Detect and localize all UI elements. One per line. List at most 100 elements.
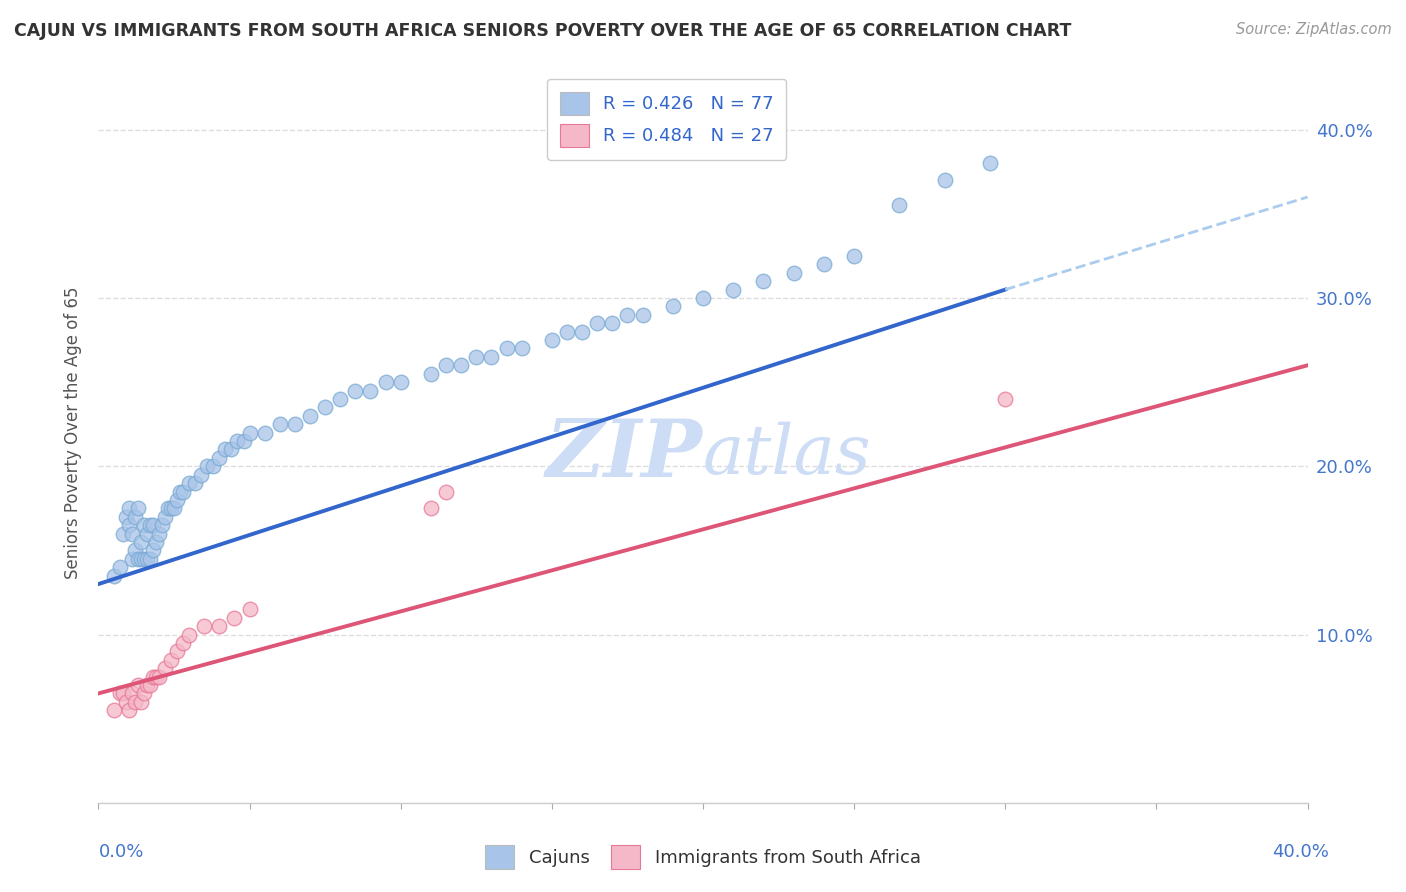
Point (129, 535, 152, 549)
Point (184, 476, 207, 491)
Text: atlas: atlas (703, 421, 872, 488)
Point (142, 543, 165, 558)
Point (179, 627, 201, 641)
Point (121, 526, 143, 541)
Point (224, 610, 246, 624)
Point (616, 308, 638, 322)
Point (239, 425, 262, 440)
Point (190, 467, 212, 482)
Point (495, 342, 517, 356)
Point (269, 417, 291, 432)
Text: 0.0%: 0.0% (98, 843, 143, 861)
Point (232, 434, 254, 448)
Legend: Cajuns, Immigrants from South Africa: Cajuns, Immigrants from South Africa (478, 838, 928, 876)
Text: Source: ZipAtlas.com: Source: ZipAtlas.com (1236, 22, 1392, 37)
Point (299, 409, 322, 423)
Point (202, 459, 225, 474)
Point (571, 325, 593, 339)
Text: CAJUN VS IMMIGRANTS FROM SOUTH AFRICA SENIORS POVERTY OVER THE AGE OF 65 CORRELA: CAJUN VS IMMIGRANTS FROM SOUTH AFRICA SE… (14, 22, 1071, 40)
Point (132, 551, 155, 566)
Point (124, 543, 146, 558)
Point (934, 173, 956, 187)
Point (121, 686, 143, 700)
Point (108, 560, 131, 574)
Point (169, 484, 191, 499)
Point (208, 450, 231, 465)
Point (329, 392, 352, 406)
Point (132, 518, 155, 533)
Point (253, 425, 276, 440)
Point (139, 678, 162, 692)
Point (118, 703, 141, 717)
Point (434, 484, 457, 499)
Point (389, 375, 412, 389)
Point (166, 492, 188, 507)
Point (150, 518, 173, 533)
Point (465, 350, 488, 364)
Point (450, 359, 472, 373)
Point (434, 359, 457, 373)
Point (723, 283, 745, 297)
Point (118, 518, 141, 533)
Point (148, 526, 170, 541)
Point (148, 670, 170, 684)
Point (108, 686, 131, 700)
Point (163, 501, 186, 516)
Point (145, 535, 167, 549)
Point (481, 350, 503, 364)
Point (139, 518, 162, 533)
Point (121, 551, 143, 566)
Point (132, 686, 155, 700)
Legend: R = 0.426   N = 77, R = 0.484   N = 27: R = 0.426 N = 77, R = 0.484 N = 27 (547, 78, 786, 160)
Point (139, 551, 162, 566)
Point (172, 636, 194, 650)
Point (661, 300, 683, 314)
Point (214, 442, 236, 457)
Point (631, 308, 654, 322)
Point (145, 670, 167, 684)
Point (153, 661, 176, 675)
Point (844, 249, 866, 263)
Point (752, 274, 775, 288)
Point (118, 501, 141, 516)
Point (111, 686, 134, 700)
Point (135, 678, 157, 692)
Point (239, 602, 262, 616)
Point (103, 703, 125, 717)
Point (172, 484, 194, 499)
Point (114, 509, 136, 524)
Point (129, 695, 152, 709)
Point (374, 375, 396, 389)
Point (166, 644, 188, 658)
Point (284, 417, 307, 432)
Point (783, 266, 806, 280)
Point (692, 291, 714, 305)
Y-axis label: Seniors Poverty Over the Age of 65: Seniors Poverty Over the Age of 65 (65, 286, 83, 579)
Point (129, 551, 152, 566)
Text: ZIP: ZIP (546, 416, 703, 493)
Point (208, 619, 231, 633)
Point (135, 551, 157, 566)
Point (160, 501, 183, 516)
Point (555, 325, 578, 339)
Point (420, 367, 443, 381)
Point (889, 198, 911, 212)
Point (195, 459, 218, 474)
Point (586, 316, 609, 330)
Point (314, 401, 336, 415)
Point (142, 670, 165, 684)
Point (226, 434, 249, 448)
Point (510, 342, 533, 356)
Point (156, 501, 179, 516)
Point (114, 695, 136, 709)
Point (994, 392, 1017, 406)
Point (602, 316, 624, 330)
Point (135, 526, 157, 541)
Point (124, 509, 146, 524)
Point (127, 678, 149, 692)
Point (142, 518, 165, 533)
Point (813, 257, 835, 271)
Point (160, 653, 183, 667)
Point (111, 526, 134, 541)
Point (103, 568, 125, 582)
